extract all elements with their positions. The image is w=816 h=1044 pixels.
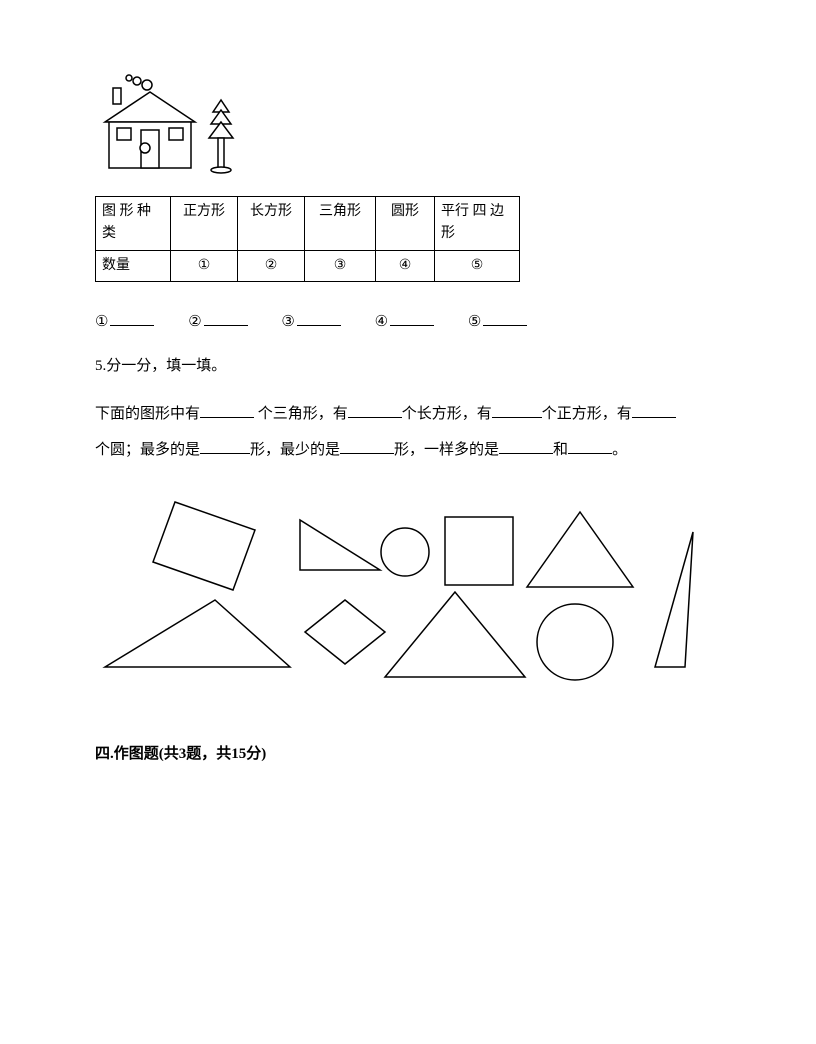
- q5-title: 5.分一分，填一填。: [95, 354, 721, 378]
- q5-t4: 个正方形，有: [542, 406, 632, 422]
- q5-t9: 。: [612, 442, 627, 458]
- q5-blank-triangle[interactable]: [200, 402, 254, 418]
- q5-blank-same2[interactable]: [568, 438, 612, 454]
- ans-label-1: ①: [95, 314, 108, 330]
- q5-t7: 形，一样多的是: [394, 442, 499, 458]
- blank-3[interactable]: [297, 310, 341, 326]
- blank-5[interactable]: [483, 310, 527, 326]
- ans-label-3: ③: [281, 314, 294, 330]
- col-circle: 圆形: [376, 197, 435, 251]
- q5-t8: 和: [553, 442, 568, 458]
- section-4-title: 四.作图题(共3题，共15分): [95, 742, 721, 766]
- cell-2: ②: [238, 250, 305, 281]
- answer-blanks-row: ① ② ③ ④ ⑤: [95, 310, 721, 334]
- q5-t6: 形，最少的是: [250, 442, 340, 458]
- col-parallelogram: 平行 四 边形: [435, 197, 520, 251]
- q5-t2: 个三角形，有: [258, 406, 348, 422]
- q5-t3: 个长方形，有: [402, 406, 492, 422]
- q5-blank-least[interactable]: [340, 438, 394, 454]
- q5-t1: 下面的图形中有: [95, 406, 200, 422]
- col-rect: 长方形: [238, 197, 305, 251]
- q5-blank-rect[interactable]: [348, 402, 402, 418]
- q5-blank-most[interactable]: [200, 438, 250, 454]
- blank-4[interactable]: [390, 310, 434, 326]
- q5-blank-square[interactable]: [492, 402, 542, 418]
- cell-4: ④: [376, 250, 435, 281]
- cell-5: ⑤: [435, 250, 520, 281]
- q5-t5: 个圆；最多的是: [95, 442, 200, 458]
- col-square: 正方形: [171, 197, 238, 251]
- row-count-label: 数量: [96, 250, 171, 281]
- q5-body: 下面的图形中有 个三角形，有 个长方形，有 个正方形，有 个圆；最多的是 形，最少的是…: [95, 396, 721, 468]
- table-header-label: 图 形 种类: [96, 197, 171, 251]
- blank-1[interactable]: [110, 310, 154, 326]
- cell-3: ③: [305, 250, 376, 281]
- q5-blank-same1[interactable]: [499, 438, 553, 454]
- shape-count-table: 图 形 种类 正方形 长方形 三角形 圆形 平行 四 边形 数量 ① ② ③ ④…: [95, 196, 520, 282]
- ans-label-2: ②: [188, 314, 201, 330]
- blank-2[interactable]: [204, 310, 248, 326]
- cell-1: ①: [171, 250, 238, 281]
- ans-label-5: ⑤: [468, 314, 481, 330]
- col-triangle: 三角形: [305, 197, 376, 251]
- q5-blank-tail[interactable]: [632, 402, 676, 418]
- house-figure: [95, 70, 721, 190]
- shapes-figure: [95, 492, 721, 692]
- ans-label-4: ④: [375, 314, 388, 330]
